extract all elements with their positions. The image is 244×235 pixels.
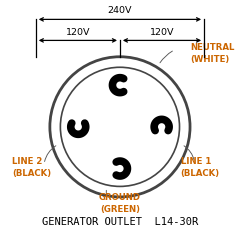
- Text: NEUTRAL
(WHITE): NEUTRAL (WHITE): [190, 43, 234, 64]
- Text: GENERATOR OUTLET  L14-30R: GENERATOR OUTLET L14-30R: [42, 217, 198, 227]
- Circle shape: [50, 57, 190, 197]
- Text: GROUND
(GREEN): GROUND (GREEN): [99, 193, 141, 214]
- Text: 120V: 120V: [150, 28, 174, 37]
- Text: LINE 1
(BLACK): LINE 1 (BLACK): [181, 157, 220, 178]
- Text: 240V: 240V: [108, 6, 132, 15]
- Text: 120V: 120V: [66, 28, 90, 37]
- Text: LINE 2
(BLACK): LINE 2 (BLACK): [12, 157, 52, 178]
- Circle shape: [60, 67, 180, 186]
